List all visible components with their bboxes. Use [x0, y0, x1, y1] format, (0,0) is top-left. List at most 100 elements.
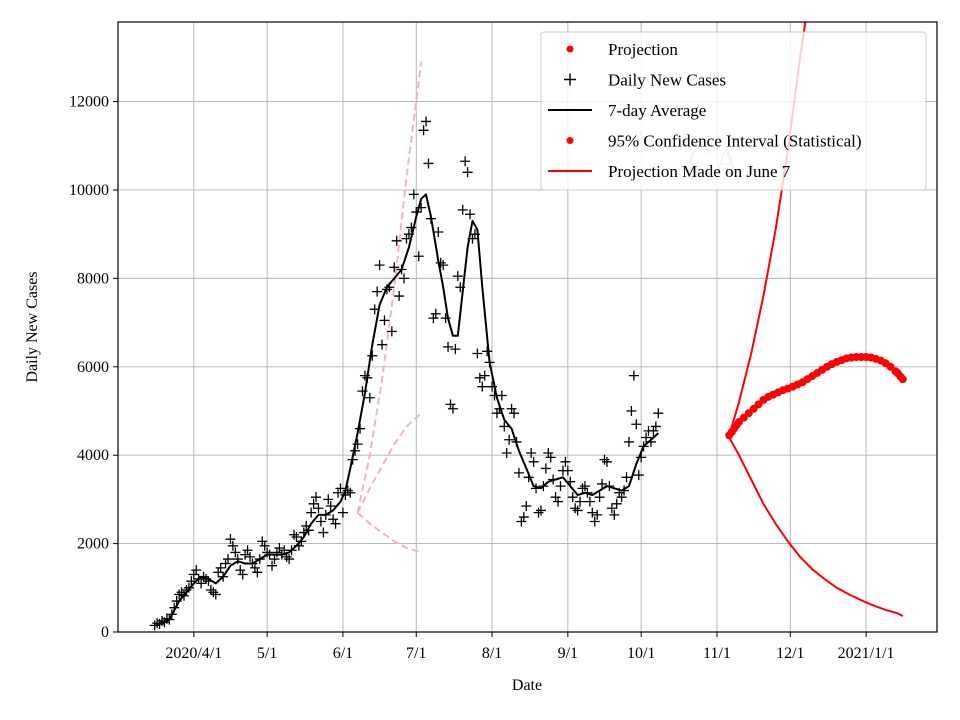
daily-case-marker: [477, 381, 488, 392]
daily-case-marker: [411, 207, 422, 218]
daily-case-marker: [333, 487, 344, 498]
daily-case-marker: [403, 229, 414, 240]
y-tick-label: 4000: [77, 447, 109, 464]
daily-case-marker: [286, 545, 297, 556]
daily-case-marker: [364, 392, 375, 403]
daily-case-marker: [555, 481, 566, 492]
y-tick-label: 8000: [77, 270, 109, 287]
daily-case-marker: [203, 576, 214, 587]
plot-frame: [117, 21, 938, 633]
daily-case-marker: [301, 520, 312, 531]
daily-case-marker: [521, 501, 532, 512]
daily-case-marker: [650, 421, 661, 432]
daily-case-marker: [337, 507, 348, 518]
daily-case-marker: [230, 547, 241, 558]
daily-case-marker: [320, 509, 331, 520]
daily-case-marker: [276, 549, 287, 560]
daily-case-marker: [518, 512, 529, 523]
daily-case-marker: [357, 386, 368, 397]
daily-case-marker: [504, 434, 515, 445]
daily-case-marker: [597, 478, 608, 489]
daily-case-marker: [340, 489, 351, 500]
daily-case-marker: [582, 487, 593, 498]
daily-case-marker: [186, 576, 197, 587]
daily-case-marker: [438, 260, 449, 271]
daily-case-marker: [589, 516, 600, 527]
daily-case-marker: [592, 509, 603, 520]
daily-case-marker: [179, 590, 190, 601]
daily-case-marker: [296, 536, 307, 547]
daily-case-marker: [548, 474, 559, 485]
daily-case-marker: [562, 465, 573, 476]
daily-case-marker: [499, 421, 510, 432]
daily-case-marker: [540, 463, 551, 474]
legend-label: 7-day Average: [608, 101, 706, 120]
daily-case-marker: [381, 284, 392, 295]
x-tick-label: 12/1: [776, 645, 804, 662]
x-tick-label: 2021/1/1: [838, 645, 895, 662]
daily-case-marker: [308, 498, 319, 509]
daily-case-marker: [606, 503, 617, 514]
daily-case-marker: [628, 370, 639, 381]
legend-box: [540, 31, 927, 191]
daily-case-marker: [254, 554, 265, 565]
plot-area: [149, 22, 907, 631]
daily-case-marker: [572, 505, 583, 516]
y-axis-label: Daily New Cases: [24, 271, 41, 382]
daily-case-marker: [191, 565, 202, 576]
daily-case-marker: [413, 251, 424, 262]
daily-case-marker: [289, 529, 300, 540]
daily-case-marker: [641, 432, 652, 443]
daily-case-marker: [584, 496, 595, 507]
daily-case-marker: [394, 291, 405, 302]
daily-case-marker: [306, 507, 317, 518]
daily-case-marker: [538, 481, 549, 492]
daily-case-marker: [645, 436, 656, 447]
daily-case-marker: [479, 370, 490, 381]
daily-case-marker: [474, 372, 485, 383]
daily-case-marker: [355, 423, 366, 434]
daily-case-marker: [181, 585, 192, 596]
daily-case-marker: [440, 313, 451, 324]
daily-case-marker: [284, 554, 295, 565]
daily-case-marker: [267, 560, 278, 571]
daily-case-marker: [174, 589, 185, 600]
daily-case-marker: [242, 545, 253, 556]
early-projection-line: [356, 511, 422, 554]
daily-case-marker: [445, 399, 456, 410]
daily-case-marker: [506, 403, 517, 414]
daily-case-marker: [249, 562, 260, 573]
daily-case-marker: [359, 370, 370, 381]
daily-case-marker: [281, 551, 292, 562]
series-layer: [149, 22, 907, 631]
daily-case-marker: [636, 452, 647, 463]
daily-case-marker: [528, 456, 539, 467]
daily-case-marker: [494, 403, 505, 414]
daily-case-marker: [315, 516, 326, 527]
daily-case-marker: [545, 452, 556, 463]
daily-case-marker: [350, 445, 361, 456]
daily-case-marker: [604, 481, 615, 492]
daily-case-marker: [469, 229, 480, 240]
daily-case-marker: [619, 485, 630, 496]
daily-case-marker: [406, 222, 417, 233]
daily-case-marker: [428, 313, 439, 324]
daily-case-marker: [408, 189, 419, 200]
daily-case-marker: [291, 531, 302, 542]
daily-case-marker: [447, 403, 458, 414]
daily-case-marker: [611, 498, 622, 509]
daily-case-marker: [293, 540, 304, 551]
daily-case-marker: [465, 209, 476, 220]
daily-case-marker: [553, 496, 564, 507]
june-projection-line: [728, 437, 904, 617]
daily-case-marker: [166, 609, 177, 620]
daily-case-marker: [188, 569, 199, 580]
daily-case-marker: [601, 456, 612, 467]
daily-case-marker: [247, 558, 258, 569]
daily-case-marker: [462, 167, 473, 178]
daily-case-marker: [264, 549, 275, 560]
daily-case-marker: [516, 516, 527, 527]
daily-case-marker: [472, 348, 483, 359]
daily-case-marker: [210, 589, 221, 600]
